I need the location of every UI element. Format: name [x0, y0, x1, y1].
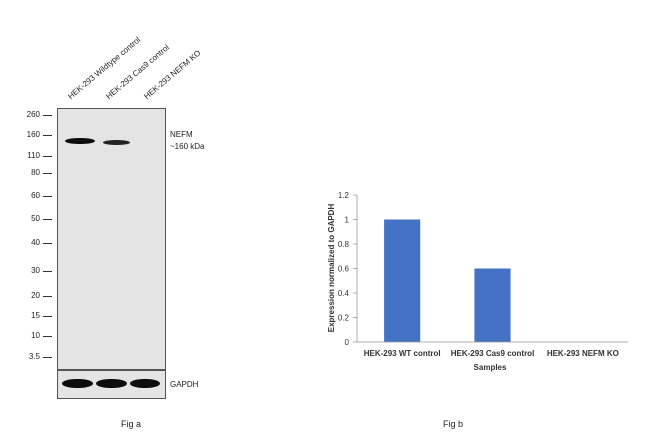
- mw-marker-label: 60: [31, 191, 40, 200]
- mw-marker-label: 10: [31, 331, 40, 340]
- mw-marker-tick: [43, 115, 52, 116]
- nefm-band-cas9: [103, 140, 130, 145]
- y-tick-label: 0.6: [338, 265, 350, 274]
- fig-a-caption: Fig a: [121, 419, 142, 429]
- y-axis: 0 0.2 0.4 0.6 0.8 1 1.2: [338, 191, 358, 347]
- mw-marker-label: 160: [26, 130, 40, 139]
- nefm-band-wildtype: [65, 138, 95, 144]
- gapdh-band-wildtype: [62, 379, 93, 388]
- loading-control-label: GAPDH: [170, 380, 199, 389]
- mw-marker-label: 3.5: [28, 352, 40, 361]
- mw-marker-tick: [43, 336, 52, 337]
- mw-marker-label: 40: [31, 238, 40, 247]
- gapdh-band-ko: [130, 379, 160, 388]
- mw-marker-tick: [43, 296, 52, 297]
- y-tick-label: 0.4: [338, 289, 350, 298]
- mw-marker-label: 80: [31, 168, 40, 177]
- mw-marker-tick: [43, 196, 52, 197]
- x-axis-title: Samples: [474, 363, 507, 372]
- bar: [474, 268, 511, 342]
- mw-marker-tick: [43, 219, 52, 220]
- fig-b-caption: Fig b: [443, 419, 464, 429]
- mw-marker-label: 110: [27, 151, 40, 160]
- mw-marker-label: 260: [26, 110, 40, 119]
- mw-marker-tick: [43, 271, 52, 272]
- x-category-label: HEK-293 WT control: [364, 349, 441, 358]
- gapdh-band-cas9: [96, 379, 127, 388]
- target-label: NEFM: [170, 130, 193, 139]
- mw-marker-label: 20: [31, 291, 40, 300]
- mw-marker-tick: [43, 173, 52, 174]
- mw-marker-tick: [43, 316, 52, 317]
- main-blot: [57, 108, 166, 370]
- bar: [384, 219, 421, 342]
- y-tick-label: 0: [345, 338, 350, 347]
- mw-marker-tick: [43, 156, 52, 157]
- y-axis-title: Expression normalized to GAPDH: [327, 204, 336, 333]
- x-axis: HEK-293 WT control HEK-293 Cas9 control HE…: [357, 341, 628, 358]
- y-tick-label: 1: [345, 216, 350, 225]
- y-tick-label: 1.2: [338, 191, 350, 200]
- mw-marker-tick: [43, 135, 52, 136]
- x-category-label: HEK-293 Cas9 control: [451, 349, 535, 358]
- mw-marker-label: 50: [31, 214, 40, 223]
- mw-marker-label: 15: [31, 311, 40, 320]
- x-category-label: HEK-293 NEFM KO: [547, 349, 619, 358]
- y-tick-label: 0.8: [338, 240, 350, 249]
- mw-marker-tick: [43, 243, 52, 244]
- target-size-label: ~160 kDa: [170, 142, 205, 151]
- y-tick-label: 0.2: [338, 314, 350, 323]
- mw-marker-label: 30: [31, 266, 40, 275]
- bars: [384, 219, 511, 342]
- mw-marker-tick: [43, 357, 52, 358]
